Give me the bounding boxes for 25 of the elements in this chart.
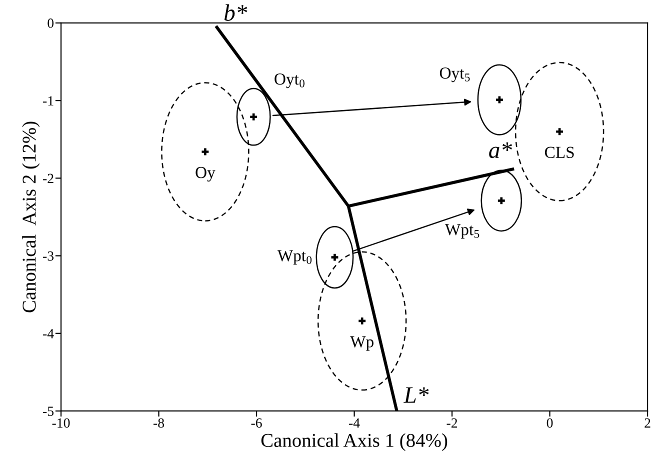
y-tick-label: -1 [43, 96, 54, 106]
y-tick-label: 0 [48, 18, 54, 28]
annotation: Oyt$_{5}$ [440, 68, 470, 82]
x-axis-title: Canonical Axis 1 (84%) [261, 433, 448, 451]
x-tick-label: 2 [644, 418, 650, 428]
annotation: L* [404, 387, 429, 403]
x-tick-label: -8 [154, 418, 164, 428]
x-tick-label: 0 [546, 418, 553, 428]
annotation: Wpt$_{5}$ [444, 224, 480, 239]
y-tick-label: -2 [43, 174, 54, 183]
y-tick-label: -4 [43, 329, 54, 338]
x-tick-label: -6 [251, 418, 262, 428]
annotation: Oy [196, 166, 216, 182]
x-tick-label: -4 [349, 418, 360, 428]
annotation: Wpt$_{0}$ [277, 250, 312, 265]
annotation: b* [224, 4, 248, 21]
x-tick-label: -10 [52, 418, 70, 428]
annotation: a* [489, 142, 512, 158]
annotation: Oyt$_{0}$ [274, 73, 305, 88]
annotation: Wp [350, 336, 374, 351]
y-tick-label: -3 [43, 251, 54, 261]
x-tick-label: -2 [446, 418, 458, 428]
annotation: CLS [544, 146, 574, 158]
y-tick-label: -5 [43, 406, 54, 416]
y-axis-title: Canonical Axis 2 (12%) [22, 122, 40, 312]
